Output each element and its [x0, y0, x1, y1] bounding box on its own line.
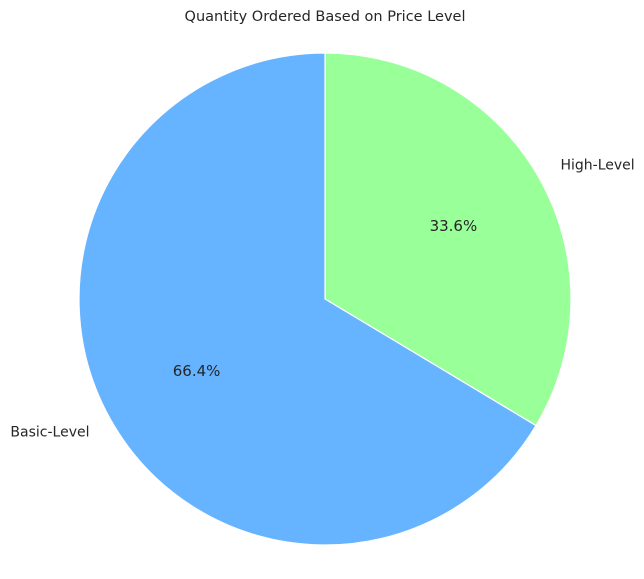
slice-percent-high-level: 33.6%: [430, 217, 478, 235]
pie-slices: [78, 52, 572, 546]
pie-slice-basic-level: [78, 52, 537, 546]
slice-label-basic-level: Basic-Level: [10, 424, 89, 440]
chart-title: Quantity Ordered Based on Price Level: [185, 9, 466, 25]
slice-percent-basic-level: 66.4%: [173, 362, 221, 380]
pie-labels: High-Level 33.6% Basic-Level 66.4%: [10, 158, 634, 441]
pie-slice-high-level: [324, 52, 572, 427]
slice-label-high-level: High-Level: [561, 158, 635, 174]
